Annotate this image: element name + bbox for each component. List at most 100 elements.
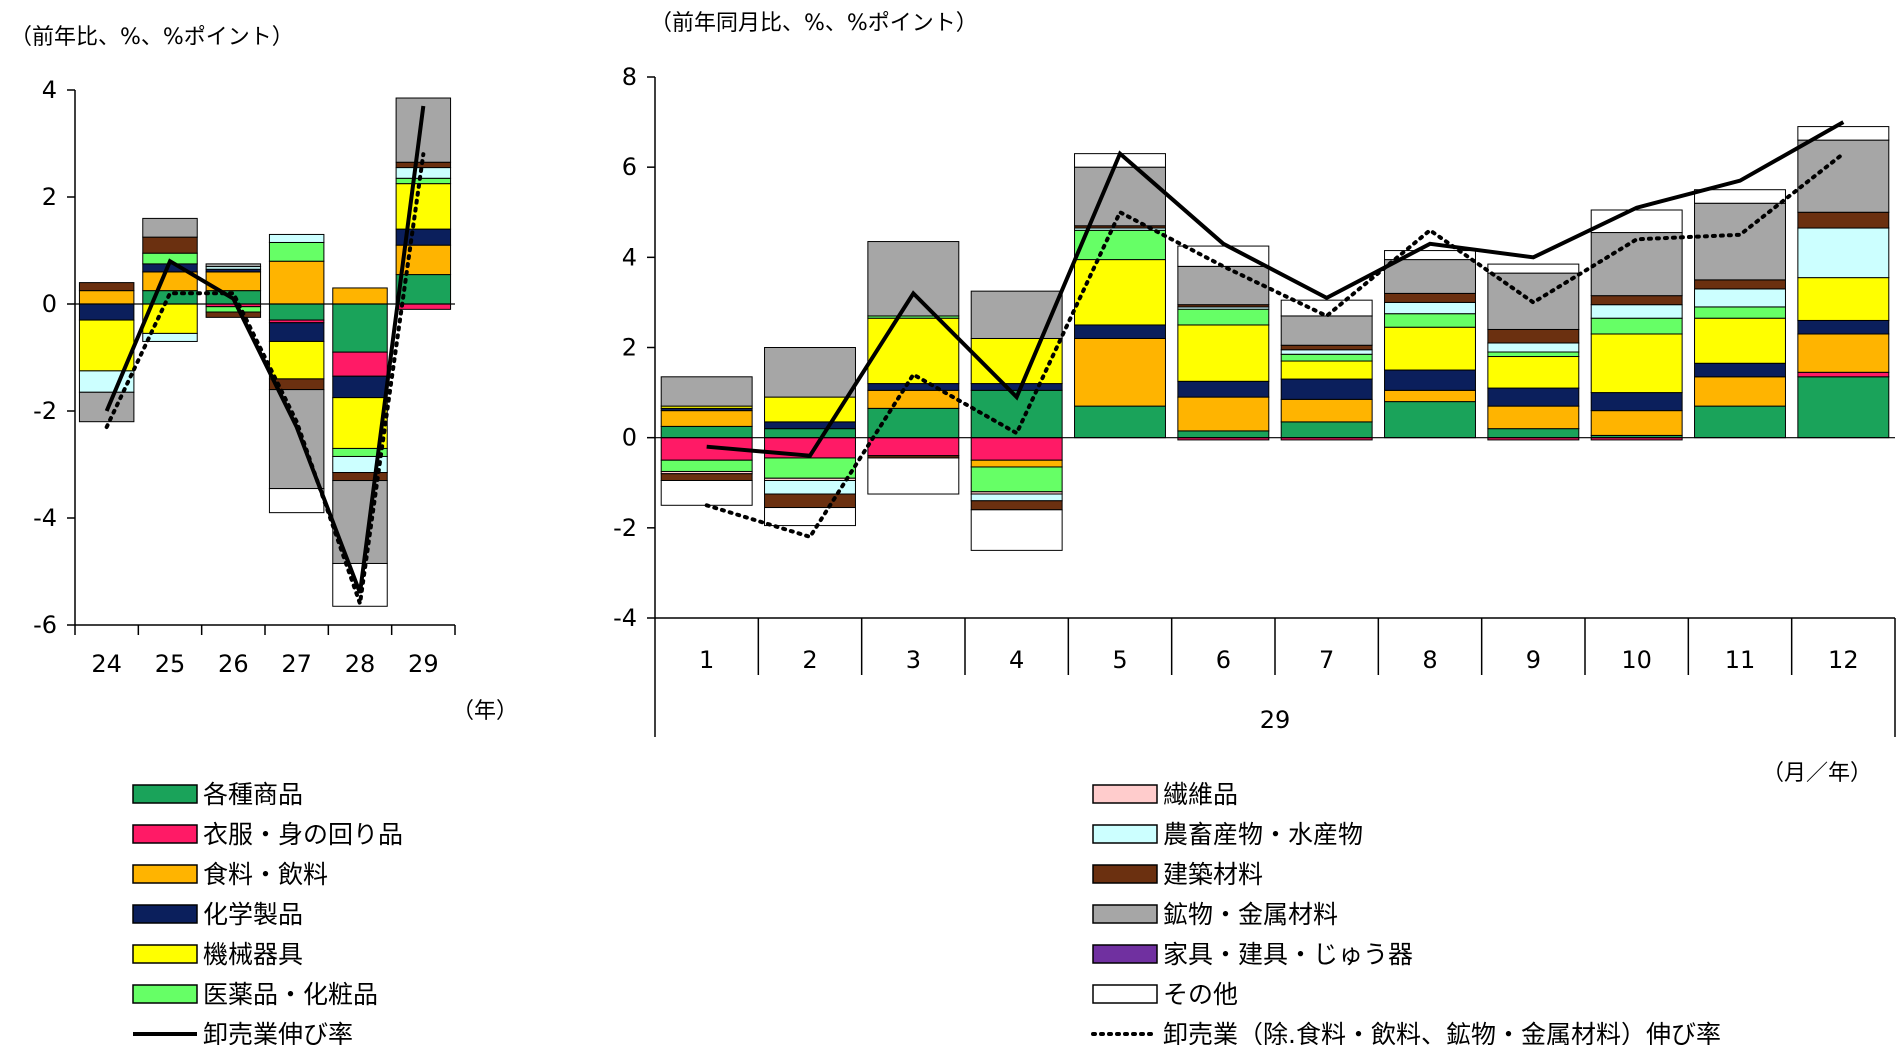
bar-segment [970,509,1063,551]
bar-segment [1590,392,1683,412]
x-category-label: 12 [1828,646,1859,674]
legend-swatch [1092,944,1158,964]
legend-label: 化学製品 [203,900,303,929]
y-tick-label: -6 [33,611,57,639]
legend-swatch [132,904,198,924]
x-category-label: 11 [1725,646,1756,674]
bar-segment [1487,428,1580,439]
legend-item: 医薬品・化粧品 [132,980,378,1009]
bar-segment [660,425,753,439]
legend-label: 建築材料 [1163,860,1263,889]
bar-segment [1177,430,1270,439]
legend-swatch [132,984,198,1004]
right-chart-x-unit-label: （月／年） [1762,761,1872,786]
bar-segment [78,282,135,292]
bar-segment [142,332,198,342]
bar-segment [1694,189,1786,204]
bar-segment [1074,229,1166,261]
bar-segment [1797,319,1890,335]
bar-segment [764,396,856,423]
bar-segment [1487,405,1580,430]
bar-segment [1280,353,1373,362]
bar-segment [1384,292,1476,303]
legend-item: 家具・建具・じゅう器 [1092,940,1413,969]
bar-segment [1177,265,1270,306]
wholesale-growth-line [104,105,426,594]
bar-segment [1074,405,1166,439]
bar-segment [1487,356,1580,389]
bar-segment [1384,389,1476,403]
bar-segment [1797,371,1890,378]
x-category-label: 1 [699,646,714,674]
y-tick-label: -4 [33,504,57,532]
legend-label: 各種商品 [203,780,303,809]
bar-segment [1590,209,1683,234]
bar-segment [660,479,753,506]
wholesale-ex-food-metal-growth-line [104,152,426,605]
bar-segment [867,383,960,391]
bar-segment [970,459,1063,468]
x-category-label: 2 [802,646,817,674]
bar-segment [395,177,452,185]
legend-label: 卸売業（除.食料・飲料、鉱物・金属材料）伸び率 [1163,1020,1721,1045]
x-category-label: 10 [1621,646,1652,674]
bar-segment [142,236,198,254]
x-category-label: 6 [1216,646,1231,674]
bar-segment [1487,263,1580,274]
x-group-label: 29 [1260,706,1291,734]
bar-segment [1694,405,1786,439]
bar-segment [332,375,388,399]
x-category-label: 3 [906,646,921,674]
bar-segment [1384,369,1476,391]
bar-segment [1177,324,1270,382]
bar-segment [764,428,856,439]
x-category-label: 25 [155,650,186,678]
legend-item: 衣服・身の回り品 [132,820,403,849]
bar-segment [1280,360,1373,380]
bar-segment [867,317,960,385]
bar-segment [1280,344,1373,351]
legend-item: 各種商品 [132,780,303,809]
x-category-label: 24 [91,650,122,678]
y-tick-label: 8 [622,63,637,91]
bar-segment [970,500,1063,511]
legend-label: 食料・飲料 [203,860,328,889]
legend-item: その他 [1092,980,1238,1009]
bar-segment [1694,288,1786,308]
bar-segment [1384,301,1476,315]
bar-segment [1177,380,1270,398]
legend-swatch [132,784,198,804]
x-category-label: 4 [1009,646,1024,674]
legend-label: 農畜産物・水産物 [1163,820,1363,849]
x-category-label: 27 [281,650,312,678]
legend-swatch [132,944,198,964]
y-tick-label: 6 [622,153,637,181]
bar-segment [1280,421,1373,439]
legend-item: 農畜産物・水産物 [1092,820,1363,849]
legend-item: 建築材料 [1092,860,1263,889]
bar-segment [970,466,1063,493]
left-chart-annual: 4 2 0 -2 -4 -6 24 25 26 27 28 29 [33,76,456,678]
bar-segment [332,351,388,377]
x-category-label: 9 [1526,646,1541,674]
legend-swatch [132,824,198,844]
bar-segment [764,347,856,398]
x-category-label: 26 [218,650,249,678]
legend-label: 医薬品・化粧品 [203,980,378,1009]
bar-segment [1074,166,1166,227]
bar-segment [1487,351,1580,358]
bar-segment [1384,401,1476,439]
bar-segment [764,421,856,430]
left-chart-x-unit-label: （年） [452,699,518,724]
bar-segment [1590,317,1683,335]
y-tick-label: 2 [622,334,637,362]
bar-segment [970,337,1063,385]
bar-segment [395,167,452,179]
legend-item: 卸売業（除.食料・飲料、鉱物・金属材料）伸び率 [1091,1020,1721,1045]
bar-segment [1280,378,1373,400]
bar-segment [205,263,262,268]
bar-segment [1280,315,1373,346]
bar-segment [1694,306,1786,319]
